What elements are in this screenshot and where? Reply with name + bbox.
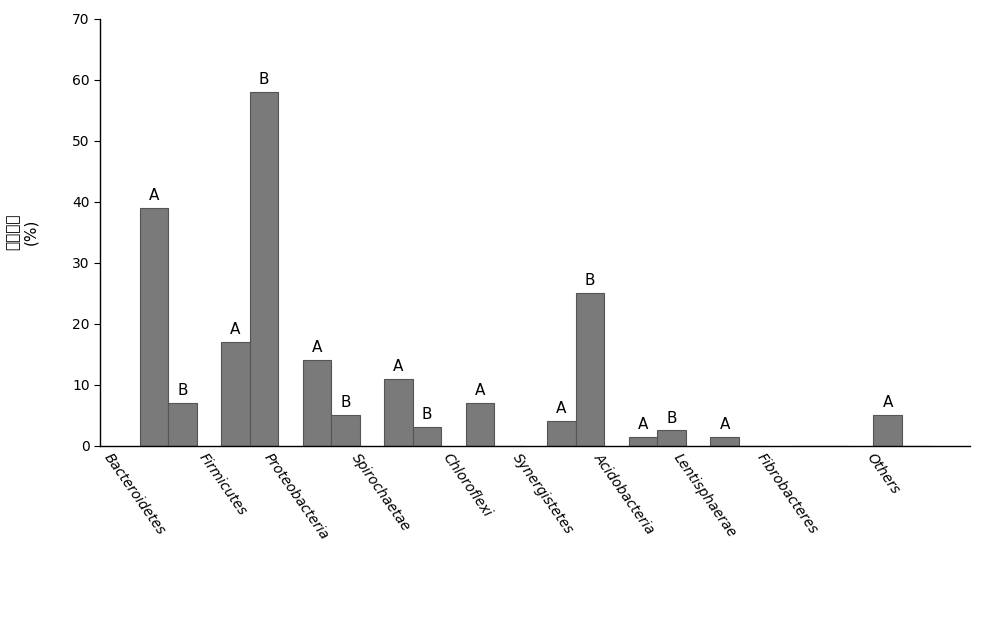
Text: B: B	[177, 383, 188, 398]
Bar	[466, 403, 494, 446]
Bar	[873, 415, 902, 446]
Text: A: A	[312, 340, 322, 355]
Text: A: A	[556, 401, 567, 417]
Text: A: A	[475, 383, 485, 398]
Bar	[250, 92, 278, 446]
Text: B: B	[259, 72, 269, 87]
Text: B: B	[666, 410, 677, 425]
Bar	[384, 379, 413, 446]
Bar	[331, 415, 360, 446]
Text: B: B	[585, 273, 595, 288]
Text: A: A	[230, 322, 241, 337]
Bar	[547, 422, 576, 446]
Text: A: A	[719, 417, 730, 431]
Bar	[413, 427, 441, 446]
Text: A: A	[638, 417, 648, 431]
Bar	[657, 430, 686, 446]
Text: B: B	[422, 407, 432, 423]
Bar	[140, 208, 168, 446]
Text: A: A	[393, 358, 404, 374]
Bar	[576, 293, 604, 446]
Bar	[303, 360, 331, 446]
Text: A: A	[882, 396, 893, 410]
Bar	[710, 436, 739, 446]
Text: A: A	[149, 188, 159, 203]
Text: B: B	[340, 396, 351, 410]
Bar	[168, 403, 197, 446]
Bar	[221, 342, 250, 446]
Text: 相对丰度
(%): 相对丰度 (%)	[6, 214, 38, 250]
Bar	[629, 436, 657, 446]
